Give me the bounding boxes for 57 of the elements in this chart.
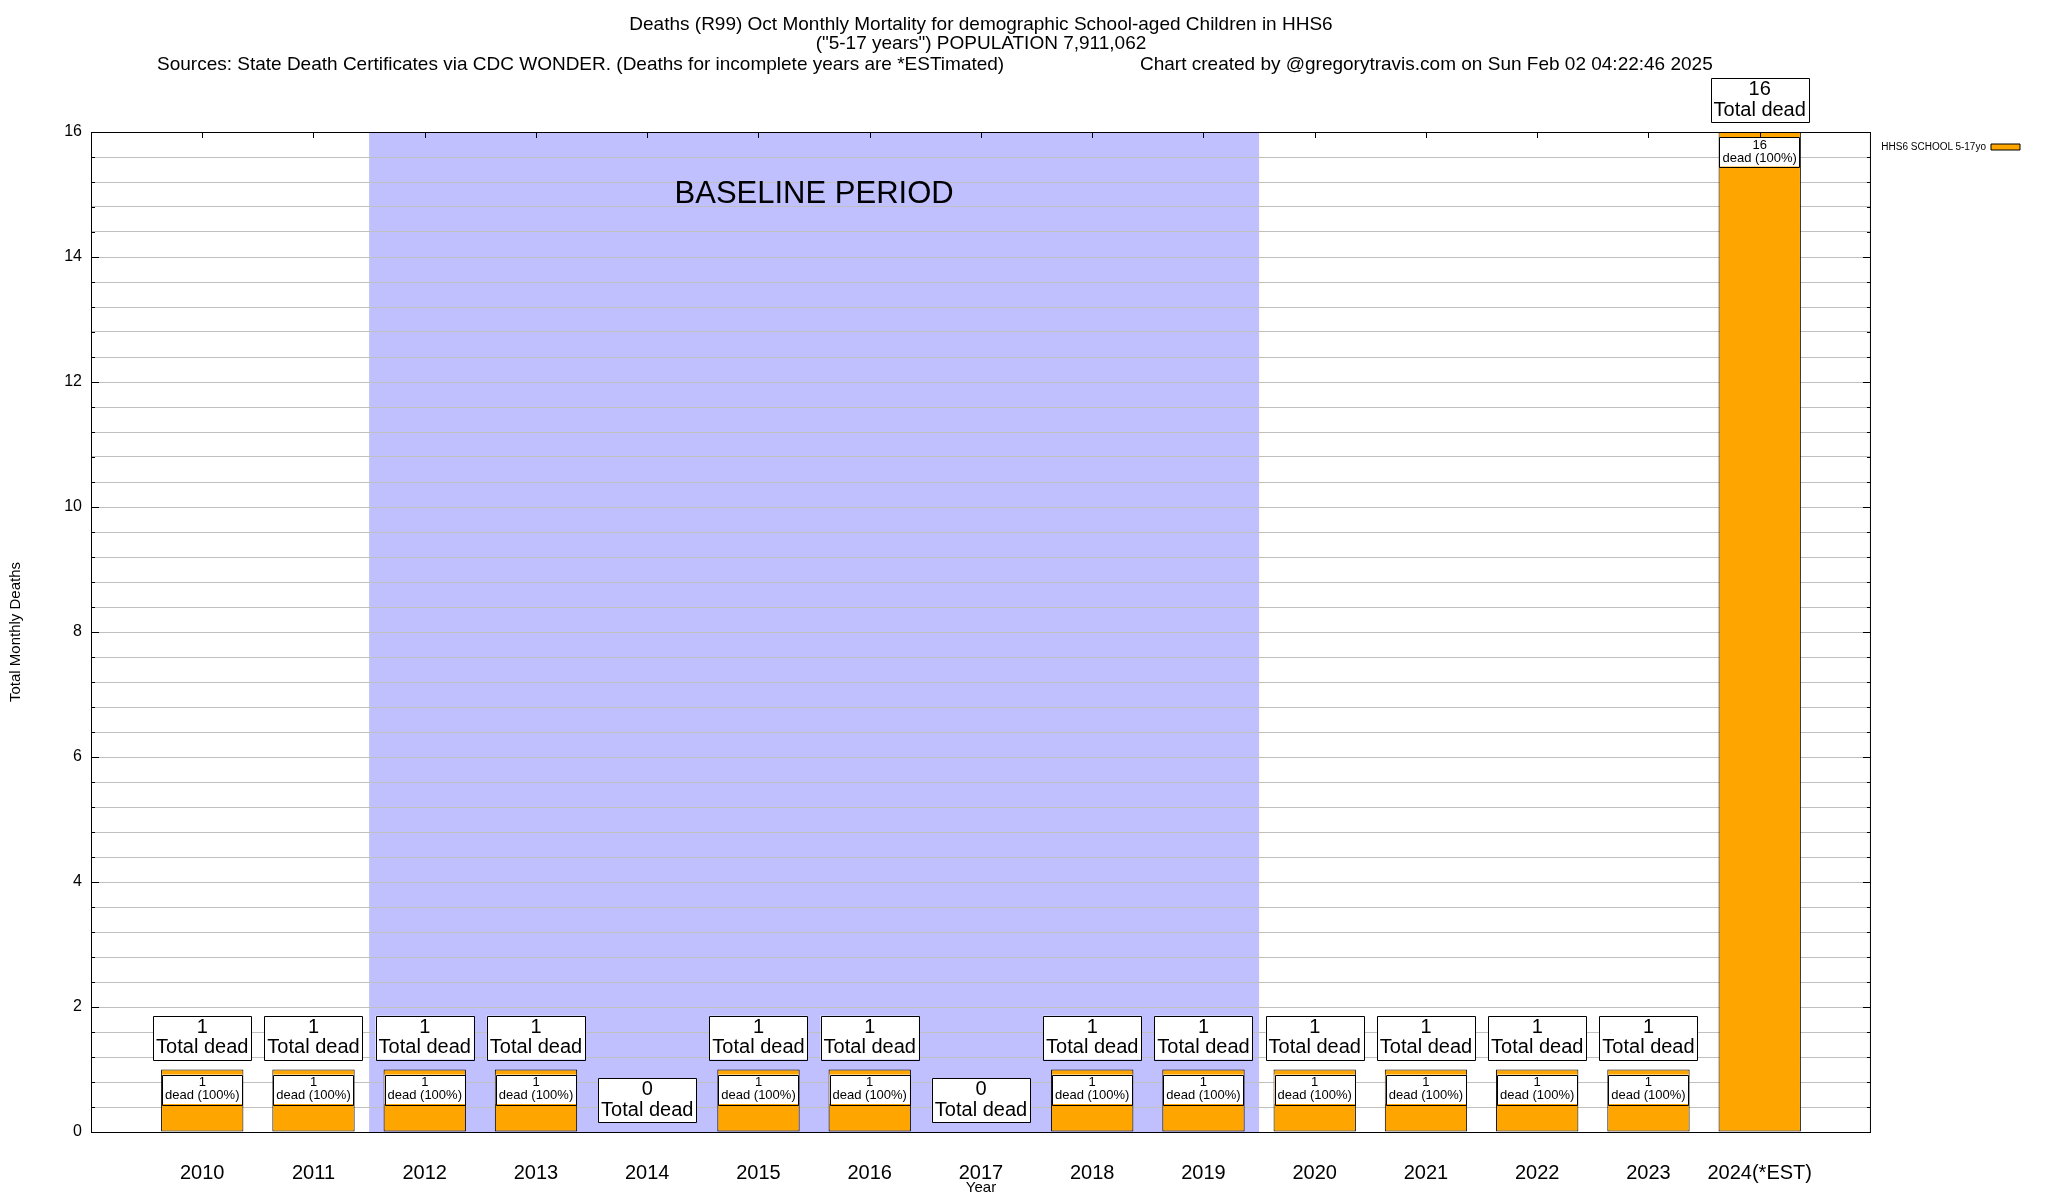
- y-tick-label: 6: [73, 747, 83, 765]
- x-tick-label: 2018: [1069, 1160, 1115, 1183]
- x-tick-label: 2010: [180, 1160, 225, 1183]
- total-label: 1 Total dead: [1491, 1014, 1584, 1058]
- data-label: 1 dead (100%): [498, 1074, 574, 1103]
- data-label: 1 dead (100%): [1611, 1074, 1686, 1103]
- total-label: 1 Total dead: [712, 1014, 805, 1058]
- x-tick-label: 2015: [736, 1160, 781, 1183]
- total-label: 1 Total dead: [267, 1014, 360, 1058]
- total-label: 1 Total dead: [1157, 1014, 1250, 1058]
- total-label: 16 Total dead: [1713, 77, 1806, 120]
- x-tick-label: 2011: [291, 1160, 335, 1183]
- data-label: 1 dead (100%): [276, 1074, 351, 1103]
- total-label: 1 Total dead: [1379, 1014, 1473, 1058]
- y-axis-title: Total Monthly Deaths: [6, 561, 24, 703]
- data-label: 1 dead (100%): [832, 1074, 907, 1103]
- source-note: Sources: State Death Certificates via CDC WONDER. (Deaths for incomplete years are *ESTimated): [157, 53, 1005, 75]
- y-tick-label: 16: [64, 122, 83, 140]
- total-label: 1 Total dead: [1046, 1014, 1139, 1058]
- data-label: 1 dead (100%): [387, 1074, 462, 1103]
- y-tick-label: 12: [64, 372, 83, 390]
- total-label: 1 Total dead: [823, 1014, 916, 1058]
- data-label: 1 dead (100%): [721, 1074, 796, 1103]
- data-label: 1 dead (100%): [165, 1074, 240, 1103]
- y-tick-label: 14: [64, 247, 83, 265]
- total-label: 0 Total dead: [601, 1077, 694, 1120]
- x-tick-label: 2014: [624, 1160, 670, 1183]
- x-tick-label: 2021: [1403, 1160, 1449, 1183]
- x-tick-label: 2022: [1514, 1160, 1560, 1183]
- legend-label: HHS6 SCHOOL 5-17yo: [1881, 140, 1987, 152]
- data-label: 1 dead (100%): [1277, 1074, 1352, 1103]
- y-tick-label: 2: [73, 997, 83, 1015]
- y-tick-label: 8: [73, 622, 83, 640]
- data-label: 1 dead (100%): [1166, 1074, 1241, 1103]
- x-tick-label: 2023: [1626, 1160, 1671, 1183]
- total-label: 1 Total dead: [156, 1014, 249, 1058]
- x-tick-label: 2012: [402, 1160, 447, 1183]
- total-label: 0 Total dead: [934, 1077, 1028, 1120]
- chart-title: Deaths (R99) Oct Monthly Mortality for demographic School-aged Children in HHS6: [629, 13, 1333, 35]
- x-tick-label: 2024(*EST): [1707, 1160, 1812, 1183]
- total-label: 1 Total dead: [1602, 1014, 1695, 1058]
- total-label: 1 Total dead: [489, 1014, 583, 1058]
- band-label: BASELINE PERIOD: [674, 174, 954, 210]
- text: Chart created by @gregorytravis.com on Sun Feb 02 04:22:46 2025: [1140, 53, 1713, 75]
- data-label: 1 dead (100%): [1055, 1074, 1130, 1103]
- x-tick-label: 2016: [847, 1160, 892, 1183]
- total-label: 1 Total dead: [1268, 1014, 1361, 1058]
- data-label: 1 dead (100%): [1388, 1074, 1464, 1103]
- x-tick-label: 2019: [1181, 1160, 1226, 1183]
- y-tick-label: 0: [73, 1122, 83, 1140]
- x-tick-label: 2013: [513, 1160, 559, 1183]
- x-tick-label: 2020: [1292, 1160, 1337, 1183]
- y-tick-label: 10: [64, 497, 83, 515]
- data-label: 1 dead (100%): [1499, 1074, 1575, 1103]
- data-label: 16 dead (100%): [1722, 136, 1797, 165]
- total-label: 1 Total dead: [378, 1014, 471, 1058]
- y-tick-label: 4: [73, 872, 83, 890]
